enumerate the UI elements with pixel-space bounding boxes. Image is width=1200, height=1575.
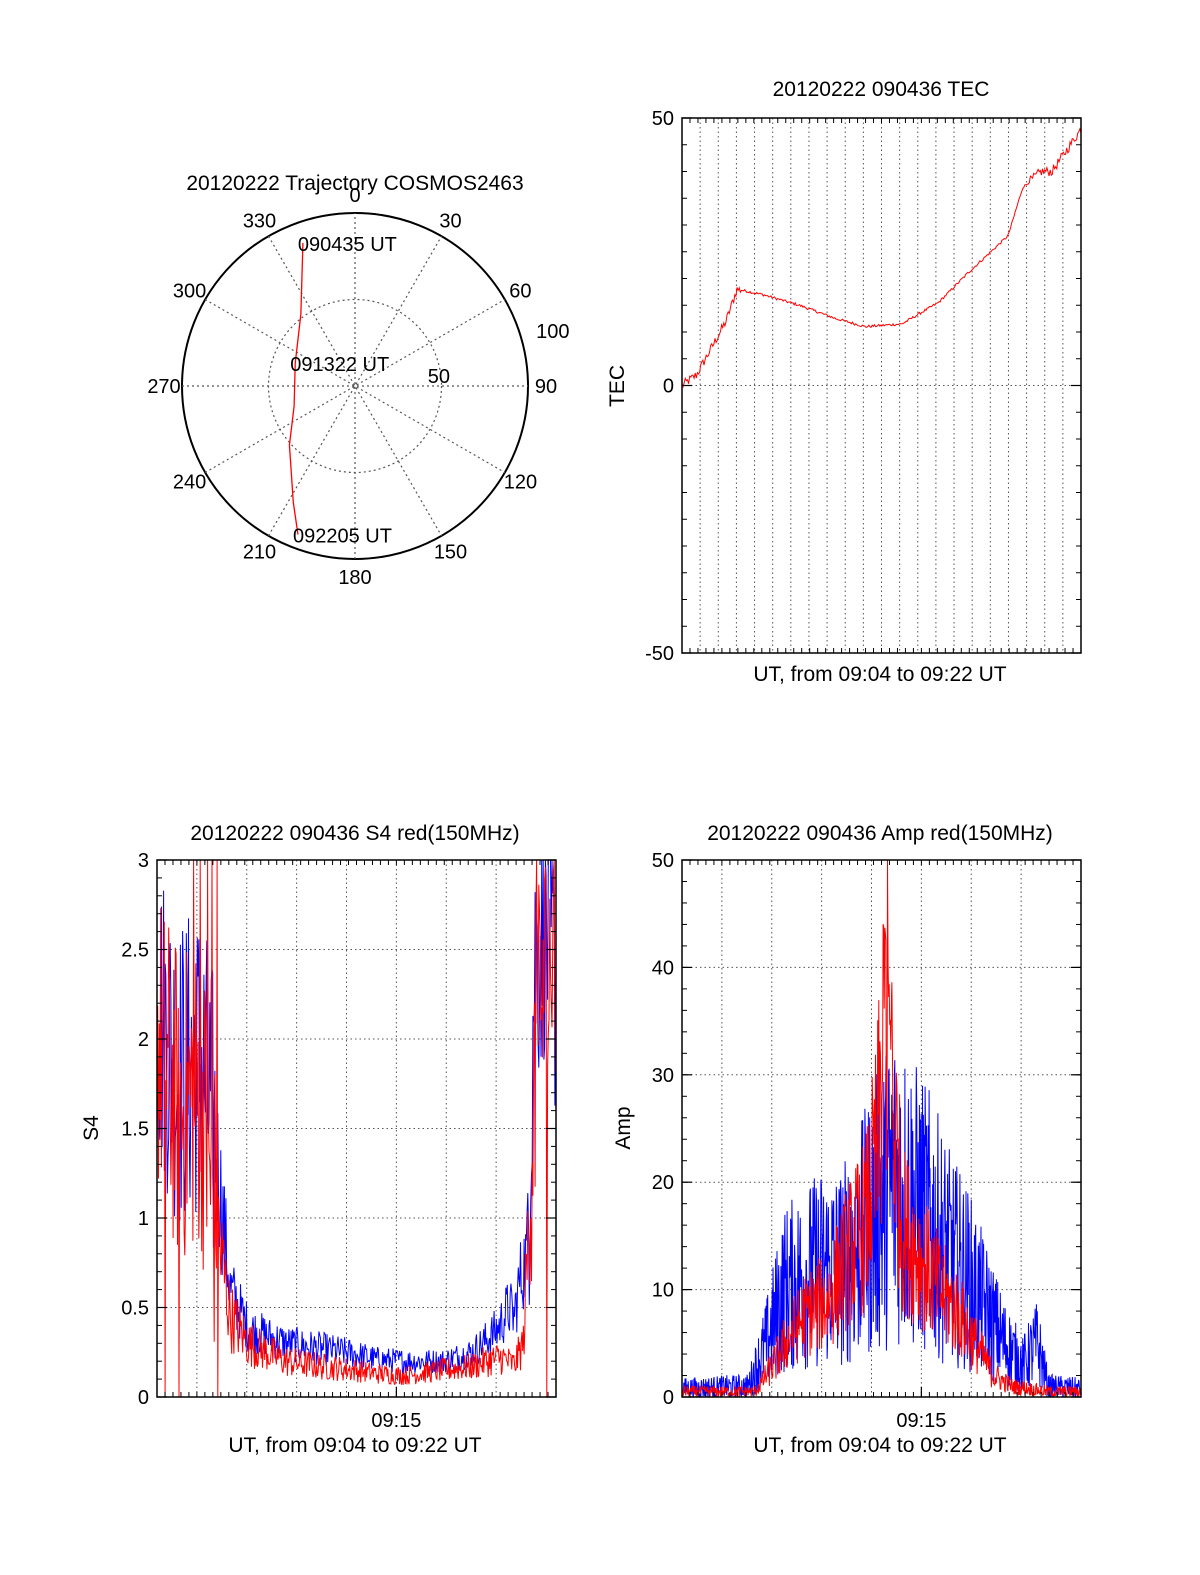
s4-ytick-label: 2 xyxy=(138,1029,149,1051)
trajectory-series xyxy=(288,242,304,535)
azimuth-label: 120 xyxy=(504,472,537,494)
amp-ytick-label: 30 xyxy=(652,1065,674,1087)
s4-xlabel: UT, from 09:04 to 09:22 UT xyxy=(228,1434,481,1457)
amp-ytick-label: 0 xyxy=(663,1387,674,1409)
s4-xtick-label: 09:15 xyxy=(371,1410,421,1432)
tec-ytick-label: 0 xyxy=(663,376,674,398)
s4-ytick-label: 0 xyxy=(138,1387,149,1409)
azimuth-label: 270 xyxy=(147,376,180,398)
tec-grid xyxy=(682,118,1081,653)
radial-tick-label: 50 xyxy=(428,366,450,388)
trajectory-title: 20120222 Trajectory COSMOS2463 xyxy=(186,172,523,195)
amp-ytick-label: 50 xyxy=(652,850,674,872)
tec-axes: -50 0 50 xyxy=(645,108,1082,665)
s4-series xyxy=(156,859,557,1398)
azimuth-label: 90 xyxy=(535,376,557,398)
tec-series xyxy=(681,127,1082,389)
s4-ytick-label: 1.5 xyxy=(121,1119,149,1141)
s4-axes: 0 0.5 1 1.5 2 2.5 3 09:15 xyxy=(121,850,557,1432)
tec-ytick-label: -50 xyxy=(645,643,674,665)
time-annotation: 090435 UT xyxy=(298,234,397,256)
polar-grid xyxy=(181,212,529,560)
tec-title: 20120222 090436 TEC xyxy=(773,78,990,101)
s4-ytick-label: 1 xyxy=(138,1208,149,1230)
tec-xlabel: UT, from 09:04 to 09:22 UT xyxy=(753,663,1006,686)
azimuth-label: 300 xyxy=(173,281,206,303)
trajectory-annotations: 090435 UT 091322 UT 092205 UT xyxy=(290,234,397,548)
amp-title: 20120222 090436 Amp red(150MHz) xyxy=(707,822,1053,845)
tec-panel: 20120222 090436 TEC -50 0 50 UT, from 09:0… xyxy=(606,78,1082,686)
amp-ytick-label: 40 xyxy=(652,957,674,979)
tec-line xyxy=(681,127,1082,389)
s4-ytick-label: 3 xyxy=(138,850,149,872)
azimuth-label: 180 xyxy=(338,567,371,589)
amp-ytick-label: 10 xyxy=(652,1280,674,1302)
s4-red-line xyxy=(156,859,557,1398)
azimuth-label: 150 xyxy=(434,541,467,563)
s4-ylabel: S4 xyxy=(80,1115,103,1141)
s4-panel: 20120222 090436 S4 red(150MHz) 0 0.5 1 1.5 2… xyxy=(80,822,557,1457)
radial-tick-label: 100 xyxy=(536,321,569,343)
azimuth-label: 210 xyxy=(243,541,276,563)
time-annotation: 092205 UT xyxy=(293,526,392,548)
trajectory-panel: 20120222 Trajectory COSMOS2463 0 30 60 90 12… xyxy=(147,172,569,589)
amp-ylabel: Amp xyxy=(612,1106,635,1149)
amp-ytick-label: 20 xyxy=(652,1172,674,1194)
polar-azimuth-labels: 0 30 60 90 120 150 180 210 240 270 300 330 xyxy=(147,185,557,589)
s4-grid xyxy=(157,860,556,1397)
tec-ytick-label: 50 xyxy=(652,108,674,130)
amp-panel: 20120222 090436 Amp red(150MHz) 0 10 20 30 4… xyxy=(612,822,1082,1457)
s4-ytick-label: 0.5 xyxy=(121,1298,149,1320)
amp-xtick-label: 09:15 xyxy=(896,1410,946,1432)
azimuth-label: 30 xyxy=(439,211,461,233)
azimuth-label: 0 xyxy=(349,185,360,207)
amp-series xyxy=(681,859,1082,1399)
azimuth-label: 240 xyxy=(173,472,206,494)
amp-red-line xyxy=(681,859,1082,1398)
azimuth-label: 60 xyxy=(509,281,531,303)
amp-xlabel: UT, from 09:04 to 09:22 UT xyxy=(753,1434,1006,1457)
s4-title: 20120222 090436 S4 red(150MHz) xyxy=(190,822,519,845)
polar-radial-labels: 50 100 xyxy=(428,321,570,388)
amp-axes: 0 10 20 30 40 50 09:15 xyxy=(652,850,1082,1432)
trajectory-line xyxy=(288,242,304,535)
azimuth-label: 330 xyxy=(243,211,276,233)
s4-ytick-label: 2.5 xyxy=(121,940,149,962)
time-annotation: 091322 UT xyxy=(290,354,389,376)
tec-ylabel: TEC xyxy=(606,365,629,407)
